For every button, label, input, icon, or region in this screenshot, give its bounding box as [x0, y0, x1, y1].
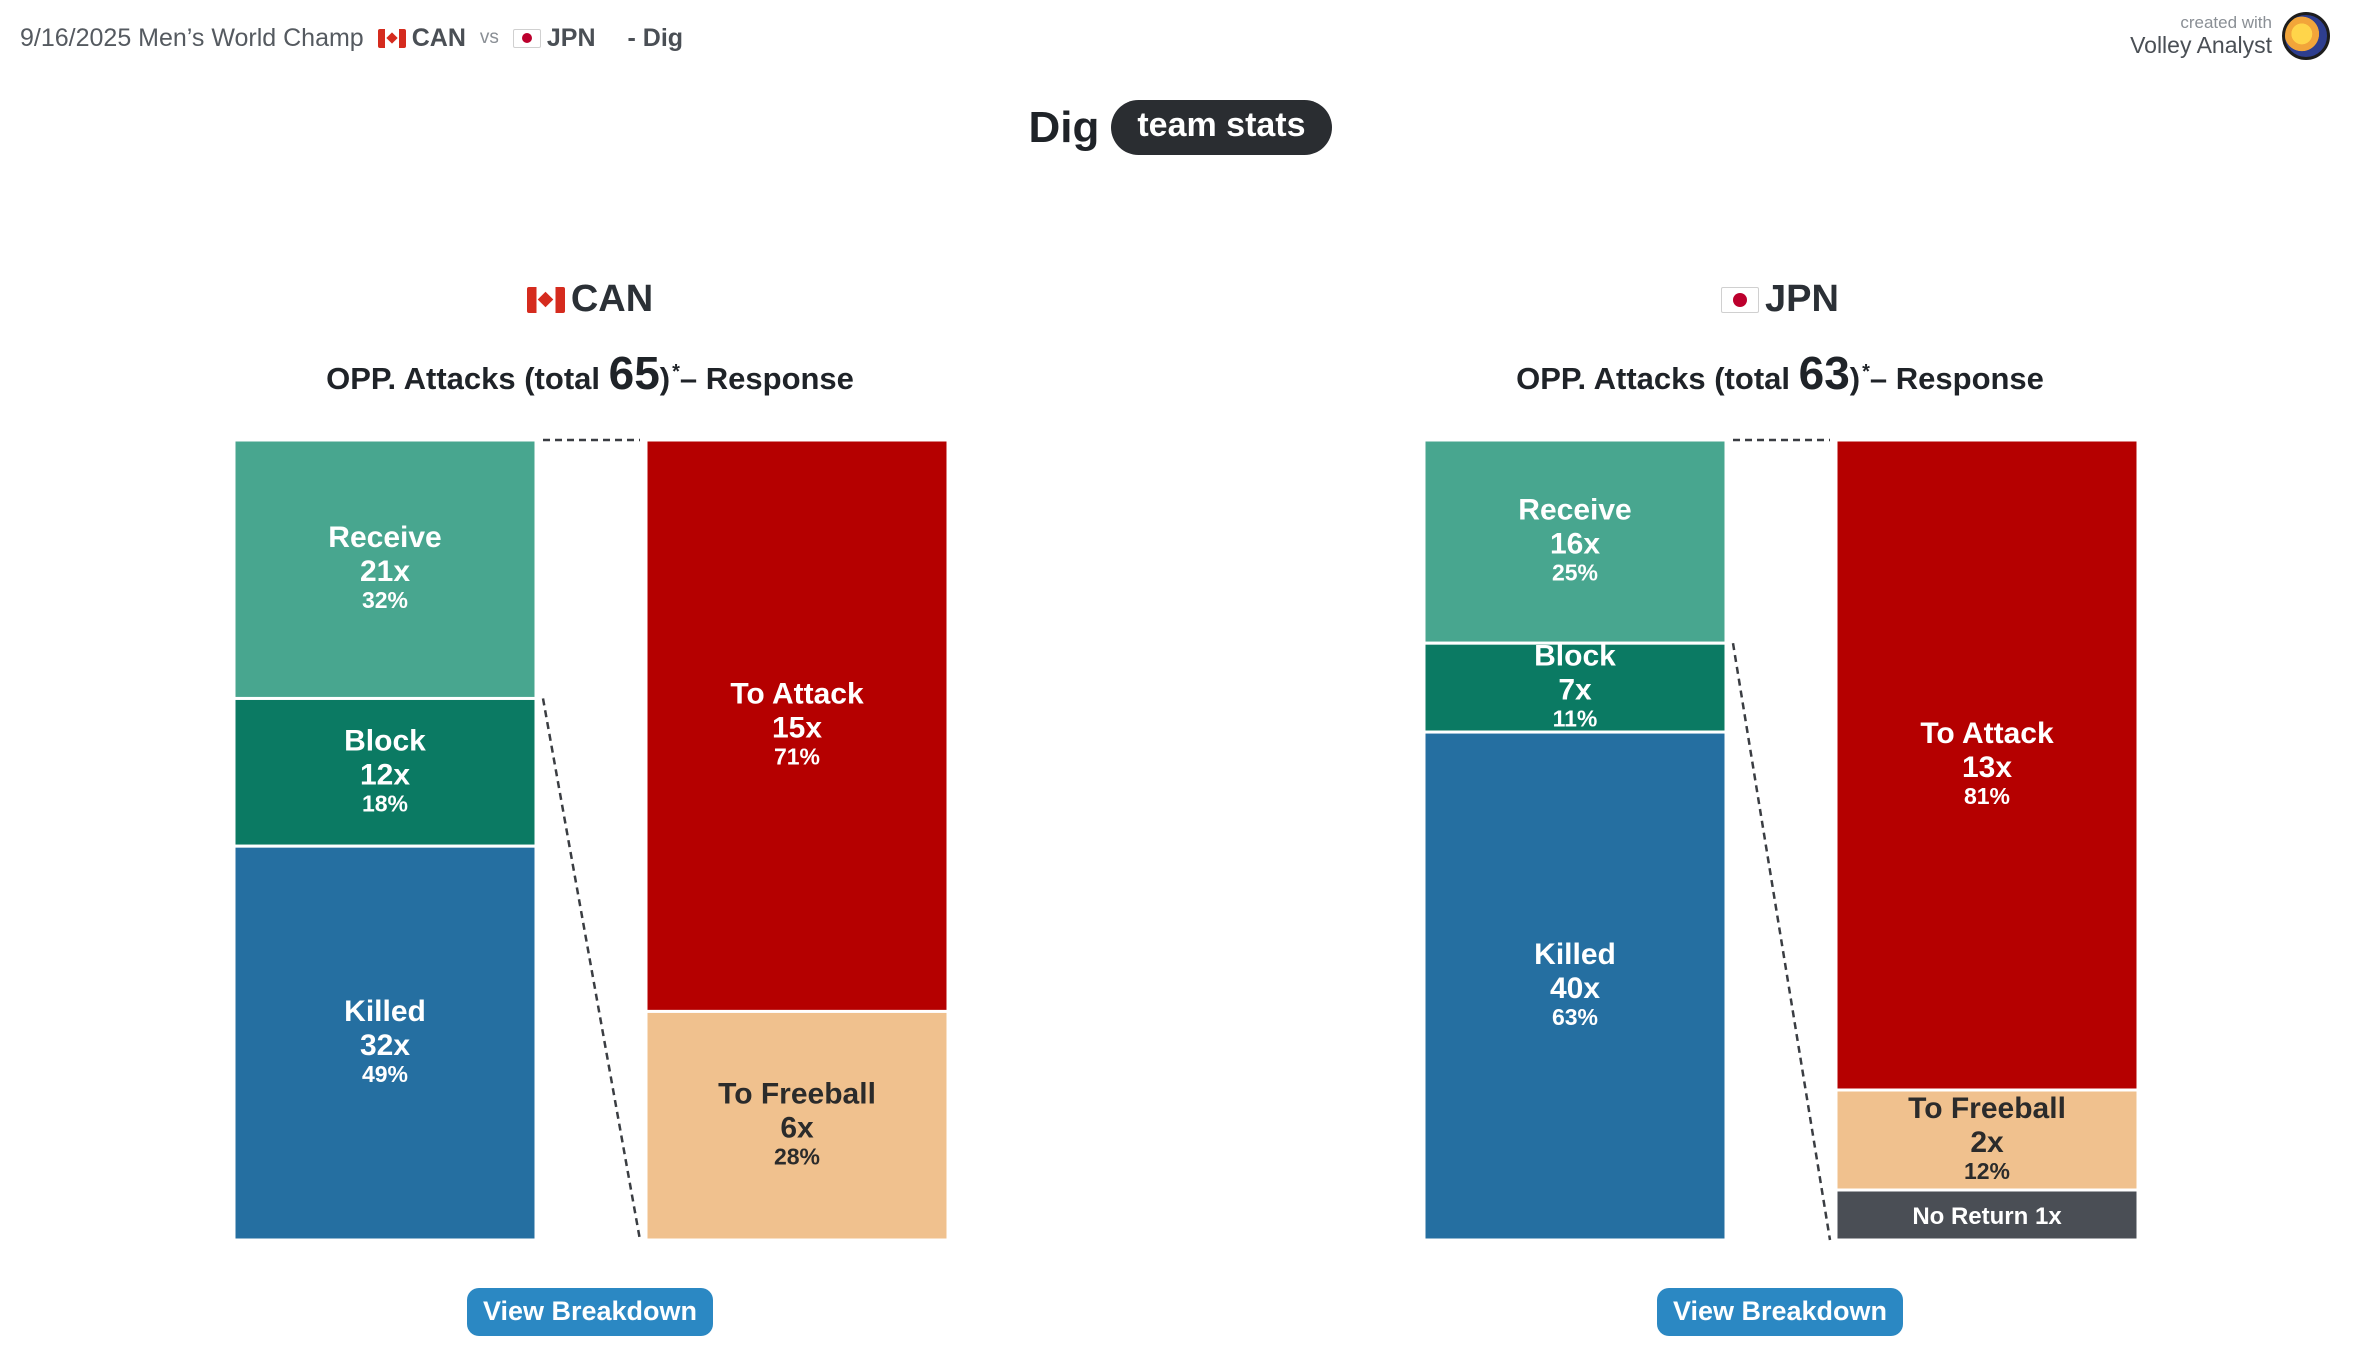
left-receive-label: Receive — [1518, 494, 1631, 527]
left-block-count: 7x — [1558, 674, 1592, 707]
left-block-pct: 11% — [1553, 706, 1598, 732]
view-breakdown-button[interactable]: View Breakdown — [466, 1288, 714, 1336]
match-date-event: 9/16/2025 Men’s World Champ — [20, 23, 364, 52]
left-killed-label: Killed — [344, 995, 426, 1028]
left-block-pct: 18% — [362, 790, 408, 816]
right-to-freeball-bar — [644, 1009, 950, 1242]
right-to-attack-bar — [644, 438, 950, 1013]
page-title-row: Dig team stats — [0, 100, 2360, 155]
left-receive-count: 21x — [360, 555, 410, 588]
left-receive-bar — [232, 438, 538, 700]
brand-credit: created with Volley Analyst — [2130, 12, 2330, 60]
right-to-attack-label: To Attack — [730, 678, 864, 711]
left-killed-bar — [232, 844, 538, 1242]
right-to-attack-pct: 71% — [774, 744, 820, 770]
right-to-freeball-pct: 28% — [774, 1144, 820, 1170]
left-block-count: 12x — [360, 758, 410, 791]
panel-subtitle: OPP. Attacks (total 63) *– Response — [1516, 347, 2044, 399]
left-block-bar — [232, 696, 538, 848]
view-breakdown-button-wrap: View Breakdown — [230, 1288, 950, 1336]
team-a-badge: CAN — [377, 23, 466, 53]
left-block-bar — [1422, 641, 1728, 734]
left-block-label: Block — [344, 724, 426, 757]
left-receive-pct: 32% — [362, 587, 408, 613]
team-stats-pill: team stats — [1111, 100, 1332, 155]
page-title: Dig — [1028, 102, 1100, 152]
total-attacks: 63 — [1798, 347, 1850, 399]
right-to-attack-pct: 81% — [1964, 783, 2010, 809]
right-to-freeball-label: To Freeball — [718, 1078, 876, 1111]
connector-bottom-line — [1731, 642, 1832, 1241]
right-to-freeball-label: To Freeball — [1908, 1092, 2066, 1125]
volleyball-logo-icon — [2282, 12, 2330, 60]
view-breakdown-button-wrap: View Breakdown — [1420, 1288, 2140, 1336]
panel-can: CAN OPP. Attacks (total 65) *– Response R… — [230, 270, 990, 1350]
panel-team-name: CAN — [570, 278, 654, 320]
right-to-freeball-count: 2x — [1970, 1126, 2004, 1159]
right-no-return-bar — [1834, 1188, 2140, 1242]
right-to-freeball-bar — [1834, 1088, 2140, 1192]
view-breakdown-button[interactable]: View Breakdown — [1656, 1288, 1904, 1336]
team-b-badge: JPN — [512, 23, 596, 53]
japan-flag-icon — [512, 28, 541, 48]
right-to-attack-label: To Attack — [1920, 717, 2054, 750]
total-attacks: 65 — [608, 347, 660, 399]
stat-name: - Dig — [627, 23, 684, 52]
canada-flag-icon — [377, 28, 406, 48]
panel-team-heading: CAN — [230, 278, 950, 321]
left-killed-count: 40x — [1550, 972, 1600, 1005]
left-receive-bar — [1422, 438, 1728, 645]
left-receive-count: 16x — [1550, 528, 1600, 561]
right-to-freeball-count: 6x — [780, 1112, 814, 1145]
canada-flag-icon — [526, 286, 565, 313]
panel-subtitle: OPP. Attacks (total 65) *– Response — [326, 347, 854, 399]
team-a-name: CAN — [411, 23, 466, 52]
header-bar: 9/16/2025 Men’s World Champ CAN vs JPN -… — [20, 20, 683, 56]
vs-label: vs — [479, 27, 499, 48]
panel-team-heading: JPN — [1420, 278, 2140, 321]
left-receive-pct: 25% — [1552, 560, 1598, 586]
brand-name: Volley Analyst — [2130, 31, 2272, 58]
team-b-name: JPN — [546, 23, 596, 52]
left-killed-pct: 49% — [362, 1061, 408, 1087]
connector-bottom-line — [541, 698, 642, 1241]
left-killed-count: 32x — [360, 1029, 410, 1062]
left-killed-label: Killed — [1534, 938, 1616, 971]
japan-flag-icon — [1721, 286, 1760, 313]
right-to-attack-count: 13x — [1962, 751, 2012, 784]
brand-small-text: created with — [2180, 13, 2272, 32]
left-killed-bar — [1422, 730, 1728, 1242]
right-to-attack-bar — [1834, 438, 2140, 1092]
footnote-star: * — [1862, 360, 1870, 383]
panel-jpn: JPN OPP. Attacks (total 63) *– Response R… — [1420, 270, 2180, 1350]
left-killed-pct: 63% — [1552, 1004, 1598, 1030]
right-to-freeball-pct: 12% — [1964, 1158, 2010, 1184]
footnote-star: * — [672, 360, 680, 383]
right-no-return-label: No Return 1x — [1912, 1203, 2062, 1230]
left-receive-label: Receive — [328, 521, 441, 554]
left-block-label: Block — [1534, 640, 1616, 673]
panel-team-name: JPN — [1765, 278, 1839, 320]
right-to-attack-count: 15x — [772, 712, 822, 745]
